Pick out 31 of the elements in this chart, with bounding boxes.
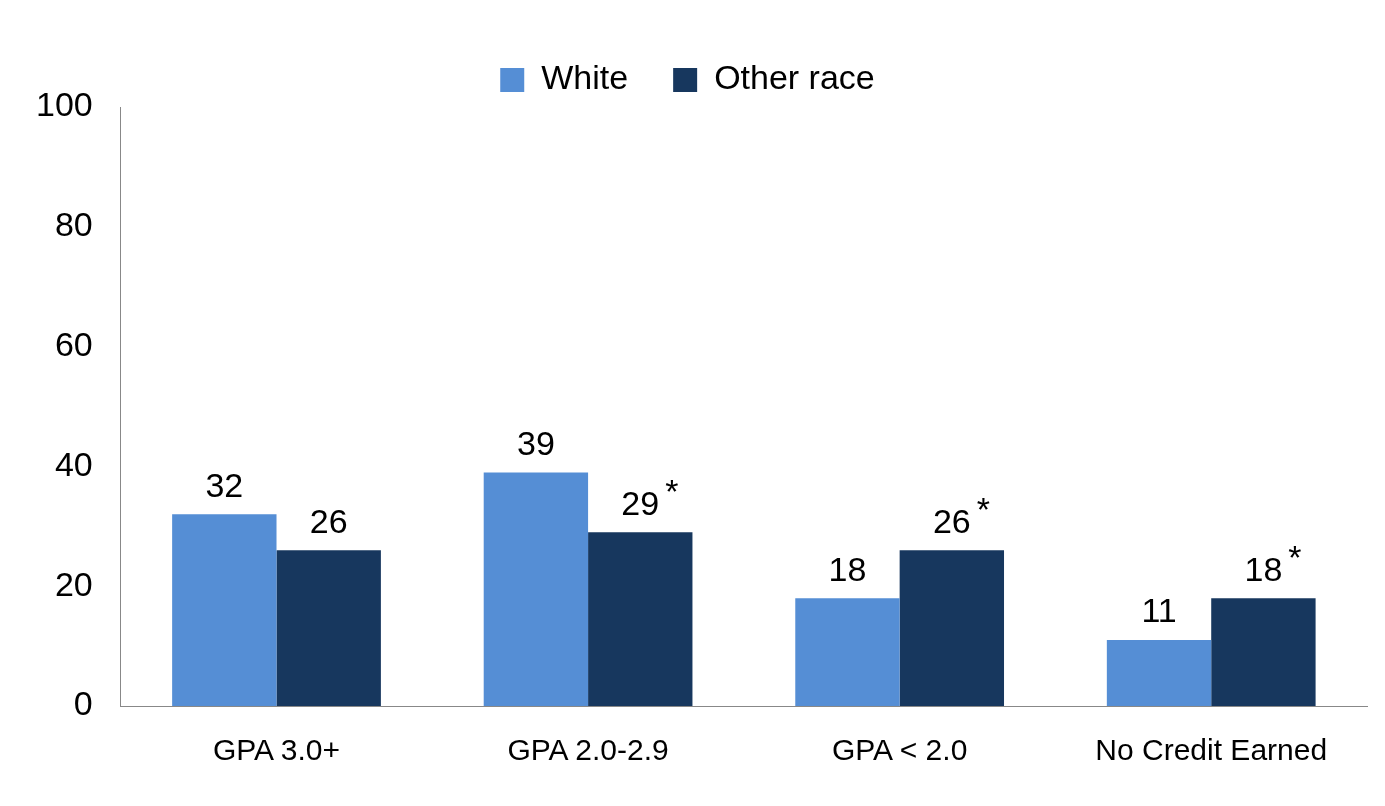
data-label: 26 — [309, 501, 348, 540]
data-label: 26 — [932, 501, 971, 540]
bar — [899, 550, 1005, 706]
annotation: * — [976, 489, 990, 528]
y-tick-label: 80 — [54, 205, 93, 244]
x-tick-label: No Credit Earned — [1095, 733, 1328, 767]
bar — [588, 532, 693, 706]
data-label: 11 — [1141, 591, 1177, 630]
y-tick-label: 40 — [54, 444, 93, 483]
bar — [276, 550, 381, 706]
data-label: 29 — [621, 483, 660, 522]
x-tick-label: GPA 2.0-2.9 — [507, 733, 669, 767]
y-tick-label: 100 — [35, 85, 93, 124]
data-label: 32 — [205, 465, 244, 504]
annotation: * — [1288, 537, 1302, 576]
bar — [172, 514, 277, 706]
bar — [1106, 640, 1212, 706]
data-label: 18 — [1244, 549, 1283, 588]
y-tick-label: 60 — [54, 324, 93, 363]
legend-label: Other race — [714, 58, 875, 97]
legend-label: White — [541, 58, 629, 97]
data-label: 39 — [516, 423, 555, 462]
y-tick-label: 20 — [54, 564, 93, 603]
y-tick-label: 0 — [73, 684, 93, 723]
bar — [483, 472, 589, 706]
bar — [795, 598, 900, 706]
annotation: * — [665, 471, 679, 510]
x-tick-label: GPA 3.0+ — [213, 733, 341, 767]
x-tick-label: GPA < 2.0 — [831, 733, 968, 767]
data-label: 18 — [828, 549, 867, 588]
bar — [1211, 598, 1316, 706]
